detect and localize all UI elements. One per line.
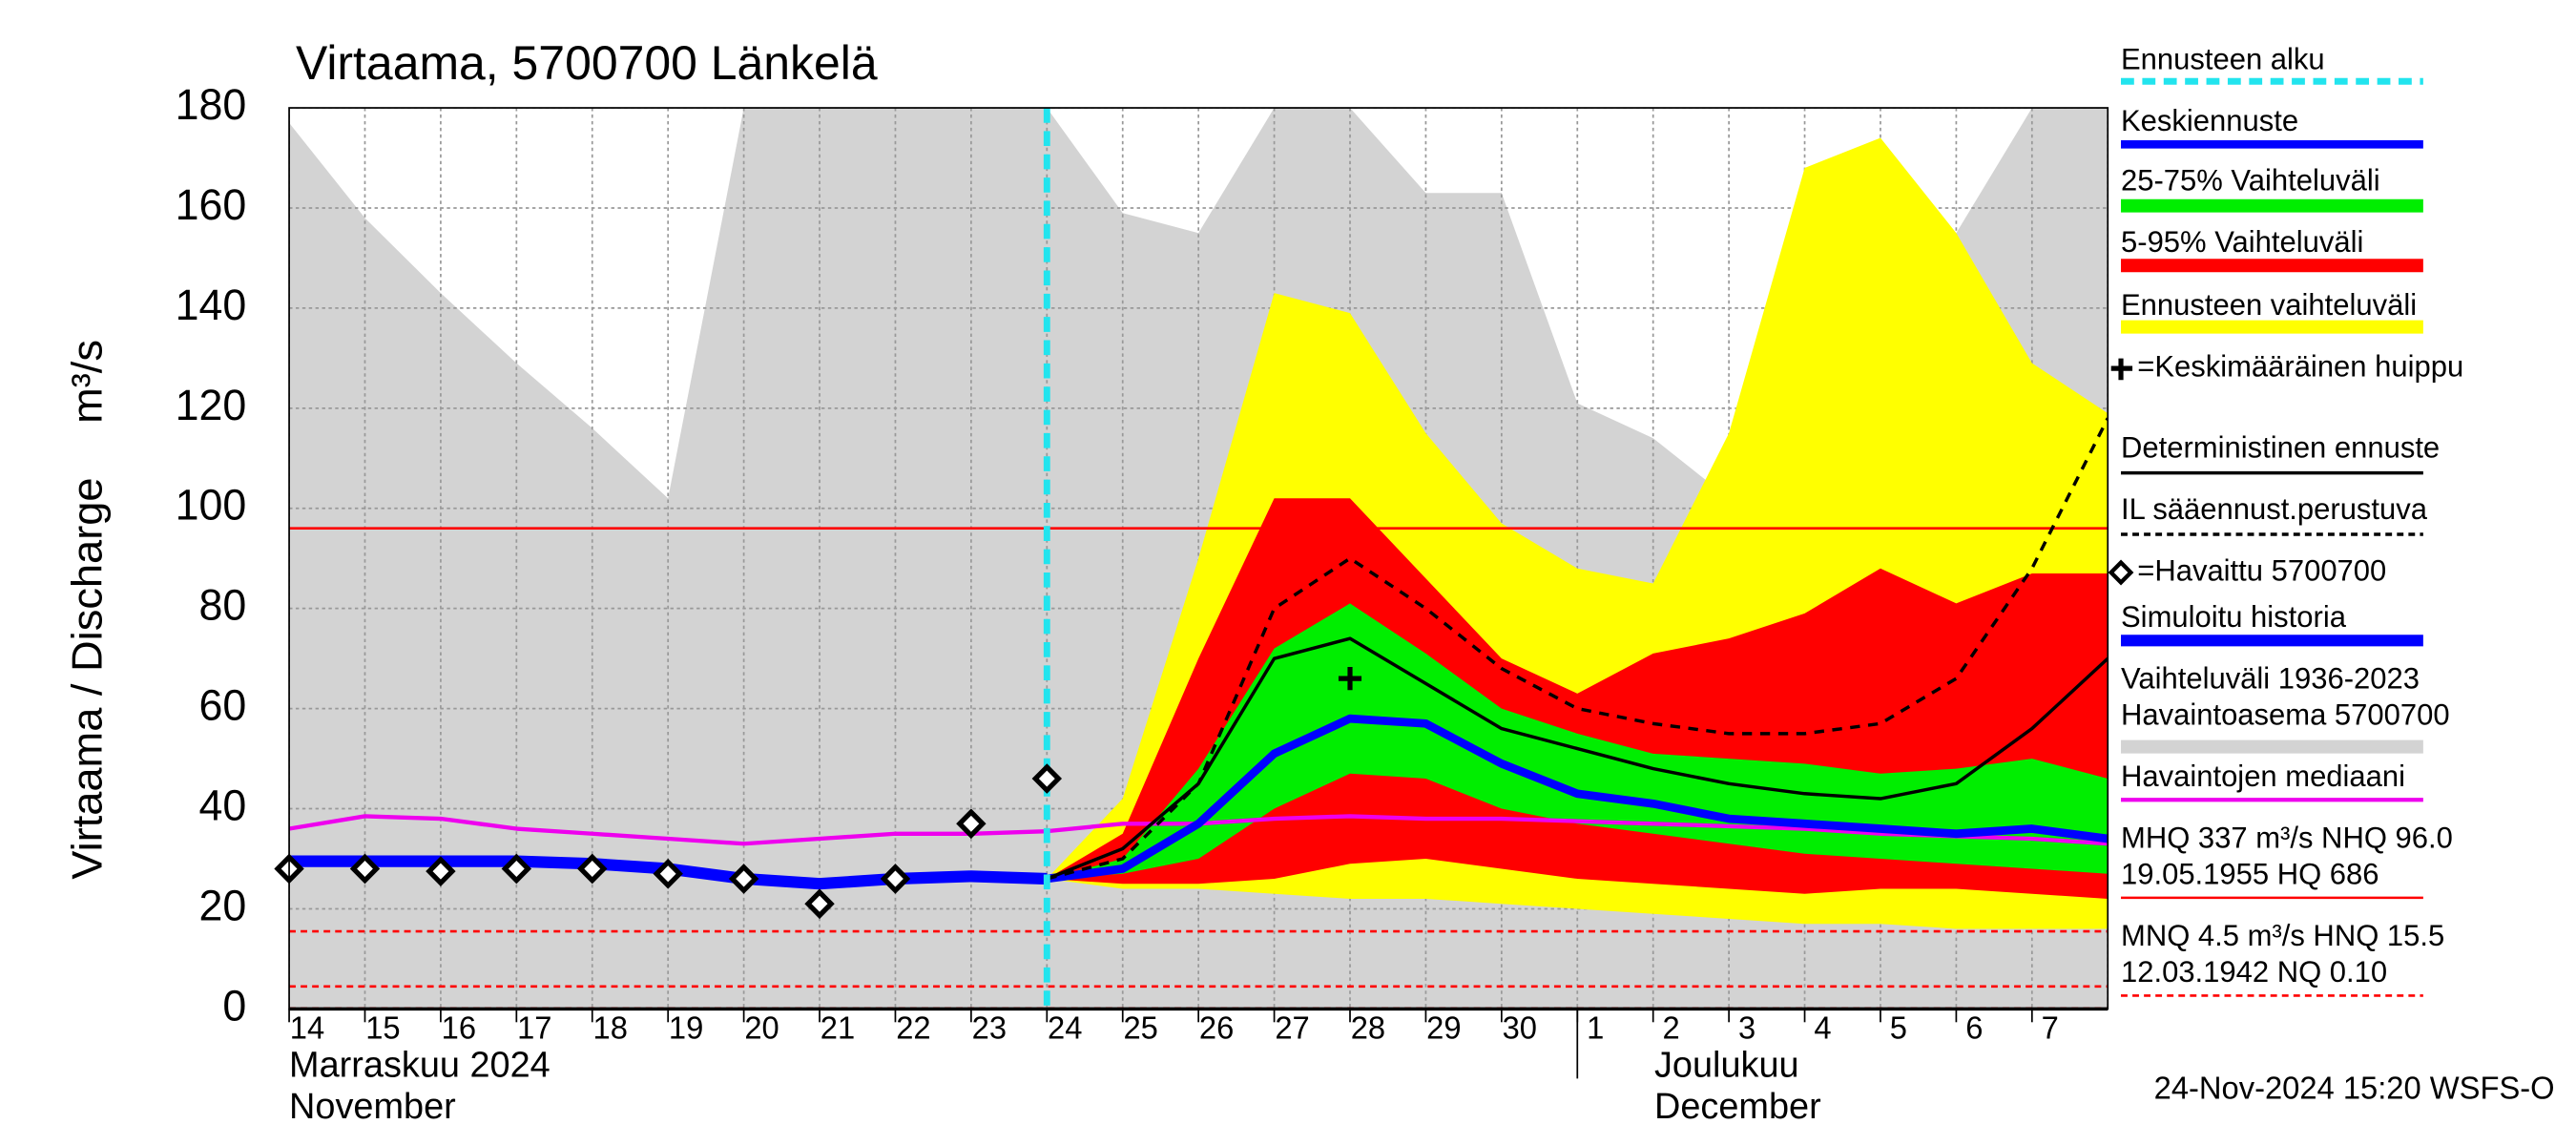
month-label: November [289,1087,456,1127]
x-tick-label: 14 [290,1010,324,1046]
y-tick-label: 100 [176,481,247,530]
x-tick-label: 28 [1351,1010,1385,1046]
observation-marker [880,864,911,894]
observation-marker [653,858,683,889]
x-tick-label: 7 [2042,1010,2059,1046]
x-tick-label: 17 [517,1010,551,1046]
x-tick-label: 29 [1426,1010,1461,1046]
x-tick-label: 15 [365,1010,400,1046]
legend-label: Havaintojen mediaani [2121,760,2405,793]
x-tick-label: 19 [669,1010,703,1046]
y-tick-label: 80 [198,580,246,629]
legend-label: 25-75% Vaihteluväli [2121,163,2380,197]
y-tick-label: 0 [222,981,246,1030]
timestamp: 24-Nov-2024 15:20 WSFS-O [2154,1070,2555,1105]
month-label: December [1654,1087,1821,1127]
plot-area [289,108,2109,1010]
x-tick-label: 4 [1814,1010,1831,1046]
series-line [1046,714,2109,884]
legend-label: Havaintoasema 5700700 [2121,697,2450,731]
legend-label: Simuloitu historia [2121,600,2347,634]
y-tick-label: 140 [176,281,247,329]
x-tick-label: 1 [1587,1010,1604,1046]
overlay [274,763,1063,920]
y-tick-label: 20 [198,881,246,929]
x-tick-label: 5 [1890,1010,1907,1046]
legend-label: 12.03.1942 NQ 0.10 [2121,955,2387,989]
x-tick-label: 27 [1275,1010,1309,1046]
x-tick-label: 6 [1965,1010,1983,1046]
legend-label: IL sääennust.perustuva [2121,492,2428,526]
x-tick-label: 21 [821,1010,855,1046]
x-tick-label: 22 [896,1010,930,1046]
observation-marker [728,864,759,894]
x-tick-label: 20 [744,1010,779,1046]
month-label: Marraskuu 2024 [289,1045,551,1085]
observation-marker [956,808,987,840]
x-tick-label: 16 [442,1010,476,1046]
legend-label: =Havaittu 5700700 [2137,553,2386,587]
series-line [1046,636,2109,881]
observation-marker [1031,763,1063,794]
x-tick-label: 3 [1738,1010,1755,1046]
x-tick-label: 26 [1199,1010,1234,1046]
observation-marker [426,856,456,886]
y-tick-label: 120 [176,381,247,429]
y-axis-unit: m³/s [63,340,112,424]
observation-marker [349,853,381,885]
legend-label: Keskiennuste [2121,104,2298,137]
chart-title: Virtaama, 5700700 Länkelä [296,36,878,90]
y-tick-label: 40 [198,781,246,829]
legend-label: =Keskimääräinen huippu [2137,349,2463,383]
y-tick-label: 60 [198,680,246,729]
x-tick-label: 24 [1048,1010,1082,1046]
legend-label: MHQ 337 m³/s NHQ 96.0 [2121,821,2453,854]
x-tick-label: 30 [1503,1010,1537,1046]
y-tick-label: 180 [176,80,247,129]
observation-marker [804,888,835,920]
forecast-band [1047,603,2109,879]
legend-label: Vaihteluväli 1936-2023 [2121,661,2420,695]
x-tick-label: 18 [593,1010,628,1046]
mean-peak-marker [1338,666,1362,691]
y-axis-label: Virtaama / Discharge [63,477,112,879]
legend-symbol [2110,358,2133,381]
observation-marker [577,853,608,885]
legend-label: Ennusteen vaihteluväli [2121,288,2417,322]
month-label: Joulukuu [1654,1045,1799,1085]
legend-label: 5-95% Vaihteluväli [2121,225,2363,259]
legend-label: Ennusteen alku [2121,42,2325,75]
legend-label: MNQ 4.5 m³/s HNQ 15.5 [2121,919,2444,952]
observation-marker [501,853,532,885]
legend-label: 19.05.1955 HQ 686 [2121,857,2379,890]
legend-label: Deterministinen ennuste [2121,430,2440,464]
x-tick-label: 25 [1123,1010,1157,1046]
y-tick-label: 160 [176,180,247,229]
x-tick-label: 2 [1663,1010,1680,1046]
x-tick-label: 23 [972,1010,1007,1046]
legend-symbol [2108,559,2134,586]
